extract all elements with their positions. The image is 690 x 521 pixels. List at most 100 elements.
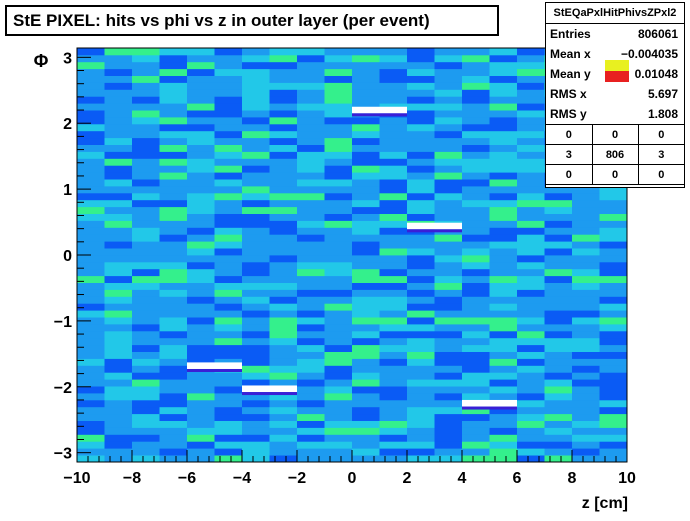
heatmap-cell [599, 206, 628, 214]
heatmap-cell [132, 61, 160, 70]
heatmap-cell [462, 192, 490, 201]
heatmap-cell [352, 158, 380, 166]
heatmap-cell [599, 420, 628, 428]
heatmap-cell [242, 296, 270, 304]
heatmap-cell [572, 330, 600, 339]
heatmap-cell [572, 220, 600, 228]
heatmap-cell [544, 379, 573, 387]
heatmap-cell [434, 117, 463, 125]
heatmap-cell [324, 379, 353, 387]
heatmap-cell [242, 248, 270, 256]
heatmap-cell [489, 96, 518, 104]
heatmap-cell [297, 213, 325, 221]
heatmap-cell [269, 268, 298, 277]
heatmap-cell [77, 275, 105, 283]
heatmap-cell [242, 455, 270, 463]
heatmap-cell [407, 310, 435, 318]
heatmap-cell [517, 241, 545, 249]
heatmap-cell [132, 241, 160, 249]
heatmap-cell [544, 372, 573, 380]
heatmap-cell [269, 310, 298, 318]
heatmap-cell [517, 296, 545, 304]
heatmap-cell [132, 220, 160, 228]
heatmap-cell [77, 110, 105, 118]
heatmap-cell [489, 220, 518, 228]
heatmap-cell [187, 123, 215, 132]
heatmap-cell [462, 199, 490, 208]
heatmap-cell [214, 199, 243, 208]
heatmap-cell [297, 117, 325, 125]
heatmap-cell [159, 268, 188, 277]
heatmap-cell [489, 393, 518, 401]
heatmap-cell [297, 165, 325, 173]
heatmap-cell [434, 358, 463, 366]
heatmap-cell [187, 351, 215, 359]
heatmap-cell [379, 372, 408, 380]
heatmap-cell [132, 420, 160, 428]
heatmap-cell [187, 220, 215, 228]
heatmap-cell [379, 406, 408, 415]
heatmap-cell [159, 399, 188, 408]
stats-row-rms-y: RMS y 1.808 [546, 104, 684, 124]
heatmap-cell [489, 296, 518, 304]
heatmap-adjacent-cell [462, 406, 517, 410]
heatmap-cell [352, 261, 380, 270]
heatmap-cell [269, 296, 298, 304]
heatmap-cell [599, 427, 628, 435]
heatmap-cell [379, 268, 408, 277]
heatmap-cell [132, 75, 160, 83]
heatmap-cell [132, 123, 160, 132]
heatmap-cell [77, 448, 105, 456]
y-tick-label: 2 [63, 116, 72, 133]
heatmap-cell [159, 234, 188, 242]
heatmap-cell [434, 379, 463, 387]
heatmap-cell [159, 82, 188, 90]
heatmap-cell [544, 282, 573, 290]
heatmap-cell [324, 344, 353, 352]
heatmap-cell [352, 68, 380, 76]
heatmap-cell [324, 372, 353, 380]
heatmap-cell [462, 158, 490, 166]
heatmap-cell [324, 165, 353, 173]
grid-cell: 3 [546, 144, 593, 165]
heatmap-cell [517, 206, 545, 214]
heatmap-cell [269, 324, 298, 332]
heatmap-cell [159, 227, 188, 235]
heatmap-cell [599, 303, 628, 311]
heatmap-cell [159, 206, 188, 214]
heatmap-cell [434, 261, 463, 270]
heatmap-cell [214, 441, 243, 449]
heatmap-cell [462, 179, 490, 187]
heatmap-cell [104, 358, 133, 366]
heatmap-cell [214, 179, 243, 187]
heatmap-cell [544, 275, 573, 283]
heatmap-cell [132, 303, 160, 311]
heatmap-cell [324, 68, 353, 76]
heatmap-cell [214, 186, 243, 194]
heatmap-cell [269, 68, 298, 76]
heatmap-cell [434, 337, 463, 346]
heatmap-cell [159, 289, 188, 297]
heatmap-cell [297, 158, 325, 166]
heatmap-cell [599, 399, 628, 408]
heatmap-cell [159, 241, 188, 249]
heatmap-cell [462, 61, 490, 70]
heatmap-cell [599, 448, 628, 456]
heatmap-cell [407, 192, 435, 201]
heatmap-cell [242, 393, 270, 401]
heatmap-cell [517, 234, 545, 242]
heatmap-cell [104, 68, 133, 76]
heatmap-cell [544, 248, 573, 256]
heatmap-cell [489, 303, 518, 311]
heatmap-cell [517, 365, 545, 373]
heatmap-peak-cell [242, 385, 297, 393]
heatmap-cell [77, 103, 105, 111]
heatmap-cell [462, 117, 490, 125]
heatmap-cell [379, 158, 408, 166]
heatmap-cell [462, 54, 490, 63]
heatmap-cell [407, 75, 435, 83]
heatmap-cell [489, 241, 518, 249]
heatmap-cell [379, 241, 408, 249]
heatmap-cell [77, 268, 105, 277]
heatmap-cell [77, 455, 105, 463]
